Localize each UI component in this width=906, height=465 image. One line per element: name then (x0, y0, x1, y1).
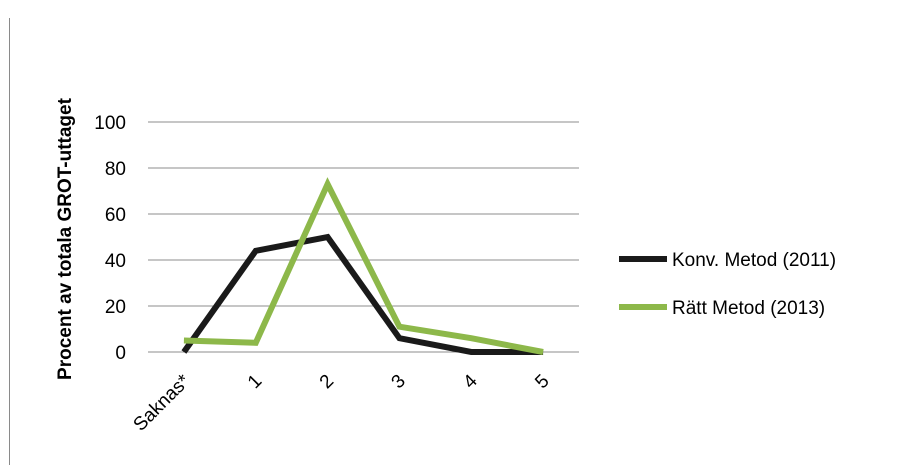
series-line-0 (181, 233, 544, 355)
x-tick-label: 1 (244, 371, 266, 393)
series-lines (181, 177, 544, 355)
y-tick-label: 40 (105, 251, 126, 272)
x-tick-label: 5 (531, 371, 553, 393)
y-axis-label: Procent av totala GROT-uttaget (55, 97, 76, 380)
frame-left-border (9, 18, 10, 465)
x-tick-labels: Saknas* 1 2 3 4 5 (130, 370, 554, 435)
y-tick-label: 80 (105, 159, 126, 180)
legend-label: Rätt Metod (2013) (672, 298, 825, 319)
y-tick-label: 20 (105, 297, 126, 318)
y-tick-label: 0 (115, 343, 126, 364)
legend: Konv. Metod (2011) Rätt Metod (2013) (619, 250, 836, 319)
y-tick-label: 100 (94, 113, 126, 134)
x-tick-label: 3 (388, 371, 410, 393)
legend-label: Konv. Metod (2011) (672, 250, 836, 271)
y-tick-label: 60 (105, 205, 126, 226)
grid-lines (148, 121, 579, 353)
y-tick-labels: 0 20 40 60 80 100 (94, 113, 126, 364)
series-line-1 (183, 177, 544, 355)
x-tick-label: Saknas* (130, 370, 195, 435)
x-tick-label: 2 (316, 371, 338, 393)
x-tick-label: 4 (459, 370, 482, 393)
